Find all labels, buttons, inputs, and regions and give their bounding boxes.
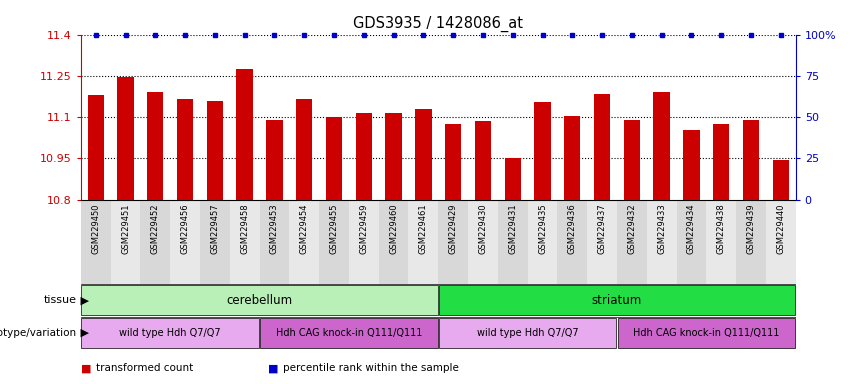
Bar bbox=[415, 109, 431, 200]
Bar bbox=[624, 120, 640, 200]
Text: ■: ■ bbox=[268, 363, 278, 374]
Bar bbox=[713, 124, 729, 200]
Bar bbox=[379, 200, 408, 284]
Bar bbox=[736, 200, 766, 284]
Text: GSM229453: GSM229453 bbox=[270, 203, 279, 254]
Bar bbox=[170, 200, 200, 284]
Text: percentile rank within the sample: percentile rank within the sample bbox=[283, 363, 460, 374]
Bar bbox=[534, 102, 551, 200]
Bar bbox=[289, 200, 319, 284]
Text: GSM229461: GSM229461 bbox=[419, 203, 428, 254]
Bar bbox=[617, 200, 647, 284]
Bar bbox=[468, 200, 498, 284]
Text: GSM229439: GSM229439 bbox=[746, 203, 756, 254]
Text: GSM229456: GSM229456 bbox=[180, 203, 190, 254]
Bar bbox=[683, 129, 700, 200]
Text: cerebellum: cerebellum bbox=[226, 294, 293, 307]
Bar bbox=[82, 318, 259, 348]
Bar bbox=[498, 200, 528, 284]
Text: transformed count: transformed count bbox=[96, 363, 193, 374]
Bar bbox=[557, 200, 587, 284]
Text: GSM229431: GSM229431 bbox=[508, 203, 517, 254]
Text: GSM229460: GSM229460 bbox=[389, 203, 398, 254]
Bar bbox=[237, 69, 253, 200]
Bar bbox=[654, 93, 670, 200]
Bar bbox=[88, 95, 104, 200]
Text: GSM229433: GSM229433 bbox=[657, 203, 666, 254]
Text: striatum: striatum bbox=[591, 294, 643, 307]
Bar bbox=[618, 318, 795, 348]
Bar bbox=[564, 116, 580, 200]
Bar bbox=[647, 200, 677, 284]
Text: genotype/variation: genotype/variation bbox=[0, 328, 77, 338]
Text: GSM229435: GSM229435 bbox=[538, 203, 547, 254]
Text: ■: ■ bbox=[81, 363, 91, 374]
Bar bbox=[326, 117, 342, 200]
Bar bbox=[349, 200, 379, 284]
Bar bbox=[438, 200, 468, 284]
Bar bbox=[147, 93, 163, 200]
Text: Hdh CAG knock-in Q111/Q111: Hdh CAG knock-in Q111/Q111 bbox=[276, 328, 422, 338]
Text: ▶: ▶ bbox=[77, 328, 89, 338]
Bar bbox=[766, 200, 796, 284]
Text: GSM229429: GSM229429 bbox=[448, 203, 458, 253]
Bar bbox=[408, 200, 438, 284]
Bar bbox=[587, 200, 617, 284]
Bar bbox=[677, 200, 706, 284]
Bar bbox=[773, 160, 789, 200]
Text: GSM229430: GSM229430 bbox=[478, 203, 488, 254]
Text: GSM229438: GSM229438 bbox=[717, 203, 726, 254]
Text: GSM229458: GSM229458 bbox=[240, 203, 249, 254]
Bar bbox=[439, 318, 616, 348]
Bar bbox=[111, 200, 140, 284]
Text: GSM229436: GSM229436 bbox=[568, 203, 577, 254]
Text: ▶: ▶ bbox=[77, 295, 89, 306]
Bar bbox=[356, 113, 372, 200]
Text: GSM229432: GSM229432 bbox=[627, 203, 637, 254]
Bar bbox=[445, 124, 461, 200]
Text: GSM229455: GSM229455 bbox=[329, 203, 339, 253]
Bar bbox=[117, 77, 134, 200]
Text: wild type Hdh Q7/Q7: wild type Hdh Q7/Q7 bbox=[477, 328, 579, 338]
Bar bbox=[140, 200, 170, 284]
Text: GSM229437: GSM229437 bbox=[597, 203, 607, 254]
Text: GSM229440: GSM229440 bbox=[776, 203, 785, 253]
Text: GSM229457: GSM229457 bbox=[210, 203, 220, 254]
Bar bbox=[594, 94, 610, 200]
Bar bbox=[706, 200, 736, 284]
Text: GSM229452: GSM229452 bbox=[151, 203, 160, 253]
Bar bbox=[207, 101, 223, 200]
Bar bbox=[260, 318, 437, 348]
Bar bbox=[439, 285, 795, 316]
Bar bbox=[200, 200, 230, 284]
Text: GSM229454: GSM229454 bbox=[300, 203, 309, 253]
Bar bbox=[296, 99, 312, 200]
Bar bbox=[743, 120, 759, 200]
Text: Hdh CAG knock-in Q111/Q111: Hdh CAG knock-in Q111/Q111 bbox=[633, 328, 780, 338]
Bar bbox=[319, 200, 349, 284]
Text: GSM229459: GSM229459 bbox=[359, 203, 368, 253]
Text: GSM229434: GSM229434 bbox=[687, 203, 696, 254]
Bar bbox=[386, 113, 402, 200]
Bar bbox=[260, 200, 289, 284]
Bar bbox=[177, 99, 193, 200]
Bar bbox=[266, 120, 283, 200]
Text: wild type Hdh Q7/Q7: wild type Hdh Q7/Q7 bbox=[119, 328, 221, 338]
Bar bbox=[505, 159, 521, 200]
Text: GSM229450: GSM229450 bbox=[91, 203, 100, 253]
Bar bbox=[81, 200, 111, 284]
Bar bbox=[528, 200, 557, 284]
Text: tissue: tissue bbox=[43, 295, 77, 306]
Bar bbox=[230, 200, 260, 284]
Bar bbox=[475, 121, 491, 200]
Title: GDS3935 / 1428086_at: GDS3935 / 1428086_at bbox=[353, 16, 523, 32]
Text: GSM229451: GSM229451 bbox=[121, 203, 130, 253]
Bar bbox=[82, 285, 437, 316]
